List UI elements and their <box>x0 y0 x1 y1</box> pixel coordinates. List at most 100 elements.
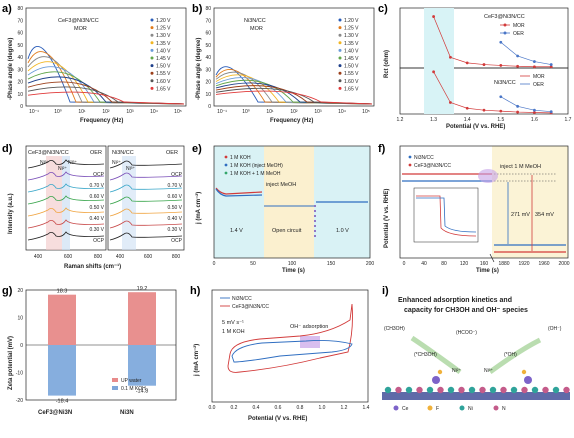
b-xtick-6: 10⁵ <box>362 109 370 115</box>
panel-g-ylabel: Zeta potential (mV) <box>8 336 14 390</box>
b-curve-5 <box>215 79 373 105</box>
b-legend-marker-9 <box>338 86 342 90</box>
panel-g-bar-pos-0 <box>48 294 76 345</box>
panel-f-xtick-2: 80 <box>441 261 447 267</box>
panel-a-curves <box>27 46 185 105</box>
panel-e-xtick-1: 50 <box>250 261 256 267</box>
b-legend-label-9: 1.65 V <box>344 86 359 92</box>
panel-h-xtick-3: 0.6 <box>275 405 282 411</box>
panel-g-label: g) <box>2 285 13 297</box>
panel-f-label: f) <box>378 143 386 155</box>
a-legend-marker-9 <box>150 86 154 90</box>
a-legend-marker-5 <box>150 56 154 60</box>
panel-c-top-title: CeF3@Ni3N/CC <box>484 14 525 20</box>
a-legend-label-8: 1.60 V <box>156 79 171 85</box>
panel-d-mode-right: OER <box>166 150 178 156</box>
panel-a-xlabel: Frequency (Hz) <box>80 118 123 124</box>
a-xtick-6: 10⁵ <box>174 109 182 115</box>
panel-b-frame <box>213 7 375 107</box>
panel-f-xtick-5: 1880 <box>498 261 509 267</box>
panel-b-title: Ni3N/CC <box>244 18 266 24</box>
b-legend-label-1: 1.25 V <box>344 26 359 32</box>
panel-d-left-pot-6: OCP <box>93 238 105 244</box>
panel-d-peak-ni3-left: Ni³⁺ <box>40 160 49 166</box>
panel-c-bottom-highlight <box>424 68 454 114</box>
panel-a-xticks: 10⁻¹ 10⁰ 10¹ 10² 10³ 10⁴ 10⁵ <box>29 109 182 115</box>
panel-i-label: i) <box>382 285 389 297</box>
panel-d-spectrum-left-4 <box>27 183 105 193</box>
panel-c-xtick-4: 1.6 <box>531 117 538 123</box>
panel-d-spectrum-right-4 <box>109 184 183 193</box>
a-ytick-7: 70 <box>17 18 23 24</box>
panel-d-left-title: CeF3@Ni3N/CC <box>28 150 69 156</box>
b-xtick-0: 10⁻¹ <box>217 109 227 115</box>
panel-i-atom-13 <box>521 386 528 394</box>
b-xtick-4: 10³ <box>314 109 322 115</box>
b-legend-marker-2 <box>338 33 342 37</box>
a-legend-label-4: 1.40 V <box>156 48 171 54</box>
panel-f-dv2: 354 mV <box>535 212 554 218</box>
a-legend-label-6: 1.50 V <box>156 64 171 70</box>
panel-c-legend-bottom: MOR OER <box>520 74 545 88</box>
panel-i-atom-9 <box>479 386 486 394</box>
panel-e-xtick-3: 150 <box>327 261 336 267</box>
panel-c-marks <box>432 15 553 115</box>
panel-f-xticks: 0 40 80 120 160 1880 1920 1960 2000 <box>403 261 570 267</box>
b-ytick-4: 40 <box>205 55 211 61</box>
a-xtick-0: 10⁻¹ <box>29 109 39 115</box>
panel-d: d) CeF3@Ni3N/CC OER Ni3N/CC OER Ni³⁺ Ni²… <box>2 143 185 270</box>
panel-f-xtick-1: 40 <box>421 261 427 267</box>
panel-h-legend-1: Ni3N/CC <box>232 296 252 302</box>
panel-d-label: d) <box>2 143 13 155</box>
a-curve-5 <box>27 71 185 105</box>
panel-i-title-1: Enhanced adsorption kinetics and <box>398 297 512 304</box>
panel-d-left-pot-3: 0.50 V <box>90 205 105 211</box>
a-xtick-1: 10⁰ <box>54 109 62 115</box>
panel-g-pos-label-1: 19.2 <box>137 286 148 292</box>
panel-e: e) 1 M KOH 1 M KOH (inject MeOH) 1 M KOH… <box>192 143 374 274</box>
panel-e-seg1: 1.4 V <box>230 228 243 234</box>
panel-i-ce-atom-2 <box>524 376 532 384</box>
a-xtick-3: 10² <box>102 109 110 115</box>
b-legend-label-5: 1.45 V <box>344 56 359 62</box>
a-ytick-8: 80 <box>17 6 23 12</box>
panel-e-xtick-0: 0 <box>213 261 216 267</box>
panel-h-xtick-6: 1.2 <box>341 405 348 411</box>
panel-f-xtick-8: 2000 <box>558 261 569 267</box>
panel-d-left-pot-0: OCP <box>93 172 105 178</box>
panel-i-arrow-left <box>410 335 462 375</box>
panel-d-right-pot-6: OCP <box>171 238 183 244</box>
panel-e-frame <box>213 145 371 259</box>
panel-d-spectrum-right-1 <box>109 220 183 229</box>
panel-e-dot-3 <box>314 220 316 222</box>
b-ytick-6: 60 <box>205 31 211 37</box>
panel-h-ylabel: j (mA cm⁻²) <box>193 344 200 377</box>
legend-mor-bottom: MOR <box>533 74 545 80</box>
a-xtick-4: 10³ <box>126 109 134 115</box>
panel-h-cv-blue <box>231 339 353 363</box>
a-curve-0 <box>27 46 185 105</box>
panel-i-oh: (OH⁻) <box>548 326 562 332</box>
panel-g-ytick-1: -10 <box>16 371 23 377</box>
panel-h-xticks: 0.0 0.2 0.4 0.6 0.8 1.0 1.2 1.4 <box>209 405 370 411</box>
panel-e-spikes <box>314 205 316 237</box>
a-legend-label-7: 1.55 V <box>156 71 171 77</box>
a-curve-4 <box>27 66 185 105</box>
panel-c-ylabel: Rct (ohm) <box>384 50 390 78</box>
panel-d-spectrum-left-1 <box>27 219 105 229</box>
panel-e-legend: 1 M KOH 1 M KOH (inject MeOH) 1 M KOH + … <box>224 155 283 177</box>
b-curve-6 <box>215 82 373 105</box>
panel-a-ylabel: -Phase angle (degree) <box>8 38 14 100</box>
panel-c-bottom-frame <box>399 67 569 115</box>
panel-h-xtick-0: 0.0 <box>209 405 216 411</box>
panel-h-cv-red <box>227 303 353 373</box>
panel-f-xtick-0: 0 <box>403 261 406 267</box>
panel-i-atom-17 <box>563 386 570 394</box>
panel-a: a) CeF3@Ni3N/CC MOR 0 10 20 30 40 50 60 70 80 10… <box>2 3 187 124</box>
b-legend-marker-3 <box>338 41 342 45</box>
panel-g-bars: 18.3 -18.4 19.2 -14.8 <box>48 286 156 405</box>
panel-i-ni3: Ni³⁺ <box>484 368 493 374</box>
b-legend-label-0: 1.20 V <box>344 18 359 24</box>
a-ytick-4: 40 <box>17 55 23 61</box>
panel-i-atom-11 <box>500 386 507 394</box>
